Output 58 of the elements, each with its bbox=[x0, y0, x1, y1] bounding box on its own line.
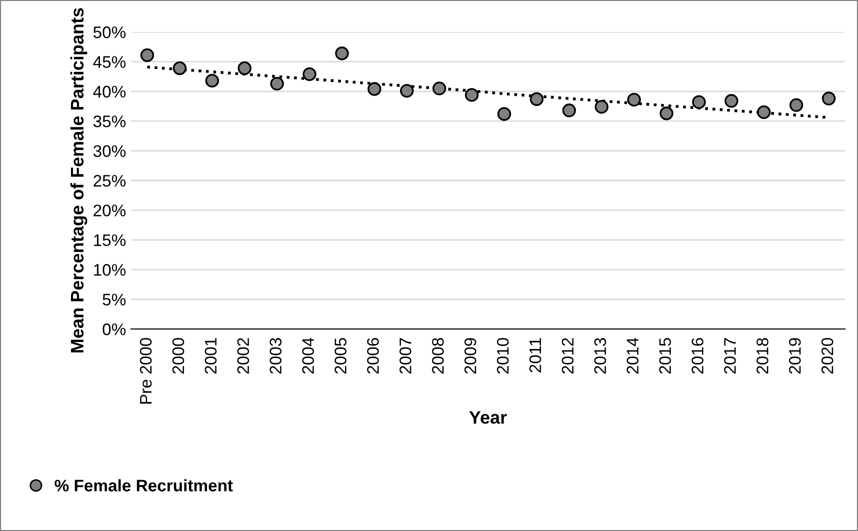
point bbox=[140, 48, 154, 62]
x-tick-label: 2007 bbox=[400, 338, 412, 374]
x-tick-label: 2011 bbox=[529, 338, 542, 372]
x-tick-label: 2008 bbox=[432, 338, 444, 374]
point bbox=[172, 61, 187, 76]
point bbox=[757, 105, 771, 120]
x-tick-label: 2016 bbox=[692, 338, 704, 374]
y-tick-label: 15% bbox=[94, 234, 126, 246]
x-tick-label: 2013 bbox=[594, 338, 606, 374]
point bbox=[270, 76, 284, 91]
y-axis-title: Mean Percentage of Female Participants bbox=[70, 8, 88, 352]
x-tick-label: 2001 bbox=[204, 338, 217, 374]
point bbox=[789, 98, 804, 112]
point bbox=[400, 84, 414, 98]
x-tick-label: 2004 bbox=[302, 338, 314, 374]
point bbox=[302, 67, 316, 82]
y-tick-label: 20% bbox=[94, 204, 126, 216]
x-tick-label: 2014 bbox=[626, 338, 639, 374]
x-tick-label: 2003 bbox=[270, 338, 282, 374]
x-tick-label: 2018 bbox=[756, 338, 768, 374]
x-tick-label: 2000 bbox=[172, 338, 184, 374]
point bbox=[627, 92, 641, 107]
x-tick-label: Pre 2000 bbox=[140, 338, 152, 404]
legend-label: % Female Recruitment bbox=[54, 479, 233, 492]
y-tick-label: 5% bbox=[102, 294, 126, 306]
x-tick-label: 2005 bbox=[334, 338, 346, 374]
y-tick-label: 40% bbox=[93, 86, 126, 98]
y-tick-label: 30% bbox=[93, 145, 126, 158]
x-tick-label: 2009 bbox=[464, 338, 476, 374]
point bbox=[368, 82, 382, 96]
point bbox=[432, 82, 446, 96]
point bbox=[562, 104, 576, 118]
point bbox=[530, 92, 544, 106]
point bbox=[497, 107, 512, 121]
y-tick-label: 25% bbox=[94, 174, 126, 187]
x-axis-title: Year bbox=[469, 411, 507, 424]
y-tick-label: 0% bbox=[102, 323, 126, 336]
point bbox=[464, 88, 479, 102]
point bbox=[822, 92, 836, 106]
x-tick-label: 2017 bbox=[724, 338, 736, 374]
x-tick-label: 2002 bbox=[237, 338, 250, 374]
point bbox=[692, 95, 706, 109]
y-tick-label: 45% bbox=[93, 56, 126, 68]
point bbox=[335, 46, 349, 60]
x-tick-label: 2010 bbox=[496, 338, 509, 374]
x-tick-label: 2020 bbox=[821, 338, 834, 374]
x-tick-label: 2019 bbox=[788, 338, 801, 374]
point bbox=[724, 94, 738, 108]
x-tick-label: 2015 bbox=[659, 338, 671, 374]
point bbox=[660, 106, 674, 120]
y-tick-label: 35% bbox=[93, 116, 126, 128]
x-tick-label: 2006 bbox=[367, 338, 379, 374]
point bbox=[205, 74, 219, 88]
point bbox=[594, 100, 608, 114]
x-tick-label: 2012 bbox=[562, 338, 574, 374]
point bbox=[238, 61, 252, 76]
y-tick-label: 50% bbox=[93, 26, 126, 38]
y-tick-label: 10% bbox=[94, 264, 126, 276]
